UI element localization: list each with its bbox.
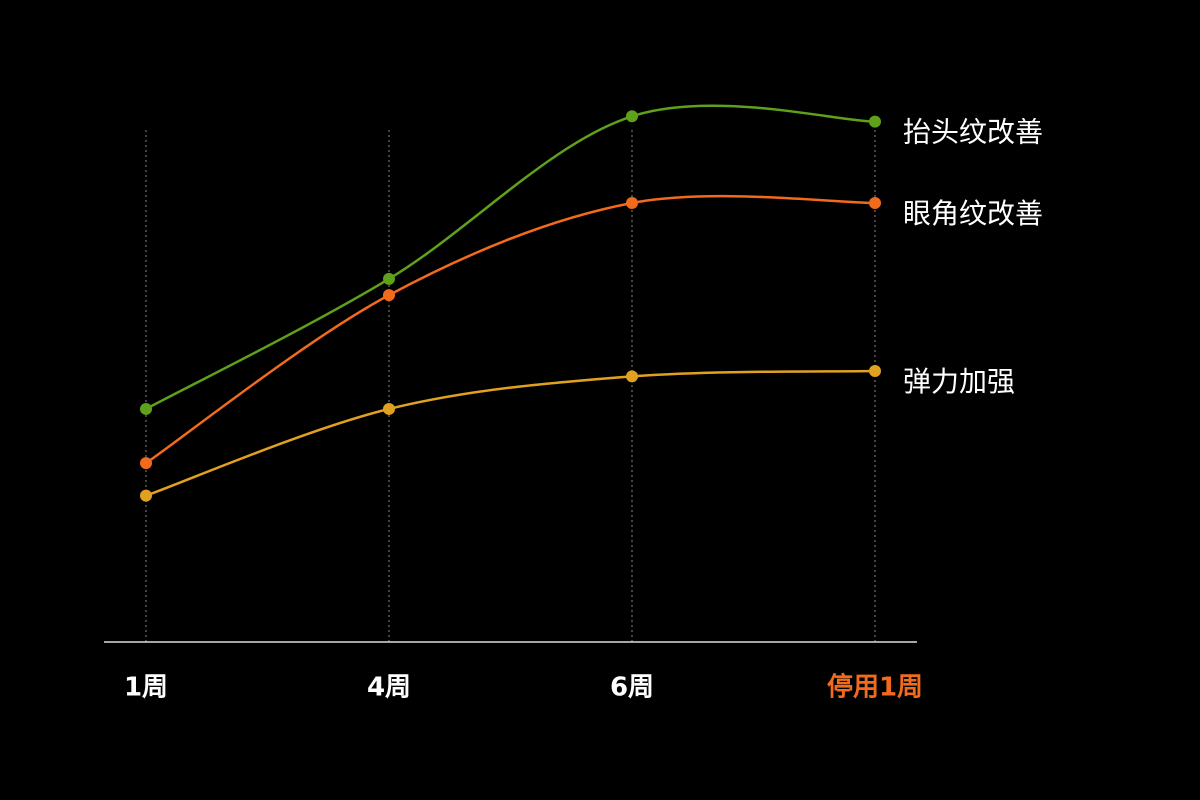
series-line xyxy=(145,369,876,497)
data-point xyxy=(383,289,395,302)
x-tick-label: 停用1周 xyxy=(827,672,923,703)
x-tick-label: 4周 xyxy=(367,673,411,703)
data-point xyxy=(869,196,881,209)
series-label: 眼角纹改善 xyxy=(903,197,1043,230)
data-point xyxy=(626,370,638,383)
data-point xyxy=(383,272,395,285)
x-tick-label: 1周 xyxy=(124,673,168,703)
data-point xyxy=(383,402,395,415)
data-point xyxy=(869,115,881,128)
data-point xyxy=(140,489,152,502)
data-point xyxy=(869,365,881,377)
series-label: 弹力加强 xyxy=(903,365,1015,398)
data-point xyxy=(626,196,638,209)
data-point xyxy=(140,457,152,470)
data-point xyxy=(626,110,638,123)
series-line xyxy=(145,194,876,465)
series-label: 抬头纹改善 xyxy=(903,116,1043,149)
data-point xyxy=(140,402,152,415)
series-line xyxy=(145,104,876,411)
x-tick-label: 6周 xyxy=(610,673,654,703)
